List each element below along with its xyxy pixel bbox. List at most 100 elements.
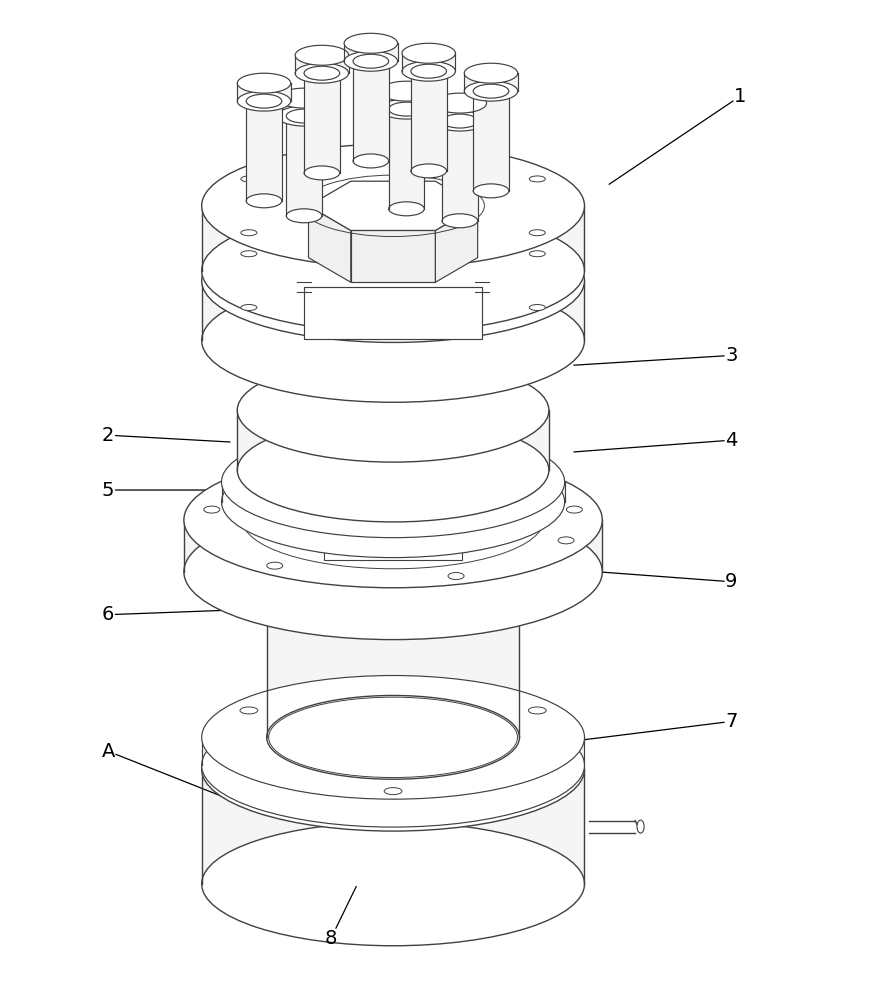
Ellipse shape	[442, 114, 478, 128]
Ellipse shape	[415, 745, 442, 754]
Ellipse shape	[402, 43, 455, 63]
Ellipse shape	[448, 573, 464, 580]
Polygon shape	[351, 230, 436, 282]
Ellipse shape	[530, 305, 546, 310]
Polygon shape	[442, 121, 478, 221]
Text: 8: 8	[324, 886, 356, 948]
Polygon shape	[184, 520, 602, 572]
Polygon shape	[344, 43, 397, 61]
Ellipse shape	[241, 230, 257, 236]
Ellipse shape	[202, 676, 585, 799]
Polygon shape	[221, 482, 564, 502]
Ellipse shape	[238, 91, 291, 111]
Polygon shape	[267, 590, 520, 737]
Ellipse shape	[464, 81, 518, 101]
Ellipse shape	[238, 358, 549, 462]
Ellipse shape	[241, 305, 257, 310]
Polygon shape	[308, 181, 478, 230]
Text: 4: 4	[574, 431, 738, 452]
Ellipse shape	[529, 707, 547, 714]
Polygon shape	[296, 55, 348, 73]
Text: A: A	[102, 742, 239, 803]
Ellipse shape	[267, 548, 520, 632]
Polygon shape	[202, 281, 585, 340]
Ellipse shape	[304, 453, 482, 511]
Ellipse shape	[637, 820, 644, 833]
Ellipse shape	[380, 99, 433, 119]
Polygon shape	[473, 91, 509, 191]
Ellipse shape	[411, 64, 446, 78]
Polygon shape	[202, 769, 585, 884]
Ellipse shape	[388, 102, 424, 116]
Ellipse shape	[344, 51, 397, 71]
Ellipse shape	[304, 66, 339, 80]
Ellipse shape	[296, 45, 348, 65]
Polygon shape	[278, 98, 330, 116]
Ellipse shape	[353, 154, 388, 168]
Ellipse shape	[246, 94, 282, 108]
Polygon shape	[353, 61, 388, 161]
Polygon shape	[202, 737, 585, 765]
Ellipse shape	[238, 73, 291, 93]
Ellipse shape	[530, 251, 546, 257]
Ellipse shape	[221, 426, 564, 538]
Ellipse shape	[519, 791, 538, 798]
Ellipse shape	[240, 707, 258, 714]
Ellipse shape	[388, 202, 424, 216]
Ellipse shape	[473, 84, 509, 98]
Ellipse shape	[380, 81, 433, 101]
Polygon shape	[436, 206, 478, 282]
Polygon shape	[324, 528, 462, 560]
Text: 9: 9	[574, 570, 738, 591]
Ellipse shape	[411, 164, 446, 178]
Ellipse shape	[246, 194, 282, 208]
Text: 2: 2	[102, 426, 230, 445]
Polygon shape	[402, 53, 455, 71]
Ellipse shape	[433, 111, 487, 131]
Ellipse shape	[278, 106, 330, 126]
Polygon shape	[238, 83, 291, 101]
Ellipse shape	[241, 251, 257, 257]
Ellipse shape	[293, 465, 309, 472]
Ellipse shape	[202, 209, 585, 332]
Ellipse shape	[530, 176, 546, 182]
Polygon shape	[202, 206, 585, 271]
Ellipse shape	[296, 63, 348, 83]
Ellipse shape	[566, 506, 582, 513]
Text: 3: 3	[574, 346, 738, 365]
Ellipse shape	[202, 707, 585, 831]
Ellipse shape	[241, 176, 257, 182]
Ellipse shape	[313, 755, 339, 764]
Ellipse shape	[461, 535, 470, 553]
Ellipse shape	[402, 61, 455, 81]
Ellipse shape	[202, 144, 585, 268]
Ellipse shape	[202, 703, 585, 827]
Ellipse shape	[267, 695, 520, 779]
Ellipse shape	[384, 788, 402, 795]
Polygon shape	[433, 103, 487, 121]
Ellipse shape	[236, 783, 255, 790]
Ellipse shape	[344, 33, 397, 53]
Polygon shape	[304, 73, 339, 173]
Ellipse shape	[287, 109, 321, 123]
Ellipse shape	[353, 54, 388, 68]
Ellipse shape	[278, 88, 330, 108]
Ellipse shape	[202, 822, 585, 946]
Ellipse shape	[221, 446, 564, 558]
Polygon shape	[308, 206, 351, 282]
Polygon shape	[287, 116, 321, 216]
Ellipse shape	[202, 279, 585, 402]
Ellipse shape	[184, 452, 602, 588]
Ellipse shape	[304, 166, 339, 180]
Polygon shape	[388, 109, 424, 209]
Text: 5: 5	[102, 481, 239, 500]
Ellipse shape	[464, 63, 518, 83]
Ellipse shape	[287, 209, 321, 223]
Text: 6: 6	[102, 605, 239, 624]
Text: 7: 7	[574, 712, 738, 741]
Polygon shape	[246, 101, 282, 201]
Ellipse shape	[558, 537, 574, 544]
Polygon shape	[380, 91, 433, 109]
Polygon shape	[304, 287, 482, 339]
Ellipse shape	[204, 506, 220, 513]
